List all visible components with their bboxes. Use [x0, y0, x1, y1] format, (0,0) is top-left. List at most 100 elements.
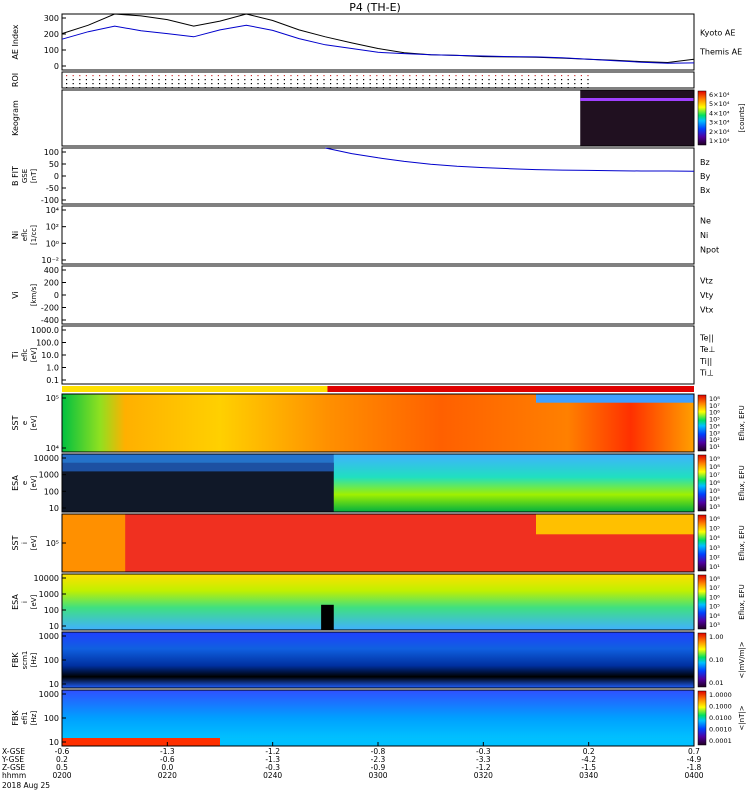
roi-dot	[574, 79, 576, 81]
roi-dot	[495, 79, 497, 81]
series-line-kyoto-ae	[61, 24, 695, 64]
legend-entry: Themis AE	[699, 47, 742, 56]
xaxis-row-label: Y-GSE	[1, 755, 24, 764]
panel-ylabel-unit: [eV]	[30, 415, 38, 430]
colorbar	[697, 514, 707, 572]
colorbar-tick: 10⁵	[709, 525, 720, 533]
roi-dot	[475, 75, 477, 77]
roi-dot	[389, 75, 391, 77]
roi-dot	[409, 75, 411, 77]
spectrogram-esa-i-gap	[321, 604, 334, 630]
roi-dot	[191, 83, 193, 85]
ytick-label: 100	[44, 46, 59, 55]
colorbar-tick: 10⁴	[709, 422, 720, 430]
roi-dot	[217, 83, 219, 85]
xaxis-row-label: 2018 Aug 25	[2, 781, 50, 790]
roi-dot	[429, 79, 431, 81]
roi-dot	[376, 83, 378, 85]
roi-dot	[112, 83, 114, 85]
roi-dot	[330, 79, 332, 81]
roi-dot	[455, 83, 457, 85]
roi-dot	[244, 79, 246, 81]
roi-dot	[237, 79, 239, 81]
xtick-label: -1.8	[687, 763, 702, 772]
roi-dot	[488, 75, 490, 77]
roi-dot	[270, 79, 272, 81]
colorbar-tick: 3×10⁴	[709, 119, 730, 127]
roi-dot	[138, 75, 140, 77]
roi-dot	[363, 83, 365, 85]
roi-dot	[198, 75, 200, 77]
roi-dot	[521, 79, 523, 81]
ytick-label: 1000	[39, 471, 59, 480]
roi-dot	[409, 83, 411, 85]
legend-entry: Ti⊥	[699, 368, 714, 377]
colorbar-tick: 10⁷	[709, 402, 720, 410]
colorbar-tick: 1×10⁴	[709, 137, 730, 145]
ytick-label: 100.0	[36, 339, 59, 348]
xtick-label: 0220	[158, 771, 177, 780]
xtick-label: 0320	[474, 771, 493, 780]
panel-ylabel-unit: [eV]	[30, 475, 38, 490]
ytick-label: 1.0	[46, 364, 59, 373]
roi-dot	[138, 79, 140, 81]
ytick-label: 10	[49, 738, 59, 747]
roi-dot	[171, 83, 173, 85]
ytick-label: 1000	[39, 632, 59, 641]
roi-dot	[481, 79, 483, 81]
roi-dot	[72, 79, 74, 81]
roi-dot	[336, 79, 338, 81]
xtick-label: -3.3	[476, 755, 491, 764]
roi-dot	[151, 75, 153, 77]
legend-entry: Vty	[700, 291, 714, 300]
roi-dot	[376, 79, 378, 81]
xtick-label: -1.2	[476, 763, 491, 772]
panel-ylabel-sub: i	[21, 601, 29, 603]
panel-frame	[61, 147, 695, 205]
roi-dot	[415, 75, 417, 77]
roi-dot	[343, 75, 345, 77]
panel-ylabel-unit: [eV]	[30, 535, 38, 550]
ytick-label: 200	[44, 279, 59, 288]
colorbar-tick: 10³	[709, 544, 720, 552]
roi-dot	[481, 83, 483, 85]
colorbar	[697, 90, 707, 146]
colorbar-tick: 10⁴	[709, 612, 720, 620]
colorbar-label: <|nT|>	[738, 705, 746, 730]
roi-dot	[283, 75, 285, 77]
roi-dot	[290, 83, 292, 85]
colorbar-tick: 10⁴	[709, 495, 720, 503]
roi-dot	[204, 83, 206, 85]
roi-dot	[567, 79, 569, 81]
roi-dot	[508, 83, 510, 85]
spectrogram-sst-i-edge	[62, 514, 126, 572]
ytick-label: 1000	[39, 690, 59, 699]
panel-ylabel-unit: [nT]	[30, 169, 38, 183]
panel-frame	[61, 325, 695, 385]
panel-ylabel-unit: [km/s]	[30, 284, 38, 307]
roi-dot	[369, 79, 371, 81]
legend-entry: By	[700, 172, 710, 181]
legend-entry: Te⊥	[699, 345, 715, 354]
ytick-label: 10⁻²	[41, 256, 59, 265]
roi-dot	[547, 75, 549, 77]
ytick-label: 100	[44, 606, 59, 615]
colorbar-tick: 4×10⁴	[709, 109, 730, 117]
colorbar-tick: 10⁶	[709, 593, 720, 601]
xtick-label: 0.2	[583, 747, 595, 756]
roi-dot	[382, 83, 384, 85]
roi-dot	[224, 79, 226, 81]
chart-title: P4 (TH-E)	[349, 1, 401, 14]
ytick-label: 0	[54, 62, 59, 71]
ytick-label: 100	[44, 714, 59, 723]
roi-dot	[561, 75, 563, 77]
panel-ylabel: SST	[11, 535, 20, 550]
panel-ylabel: AE Index	[11, 24, 20, 59]
roi-dot	[554, 83, 556, 85]
legend-entry: Bz	[700, 158, 710, 167]
roi-dot	[442, 83, 444, 85]
roi-dot	[363, 75, 365, 77]
xaxis-row-label: X-GSE	[2, 747, 25, 756]
xtick-label: 0300	[368, 771, 387, 780]
